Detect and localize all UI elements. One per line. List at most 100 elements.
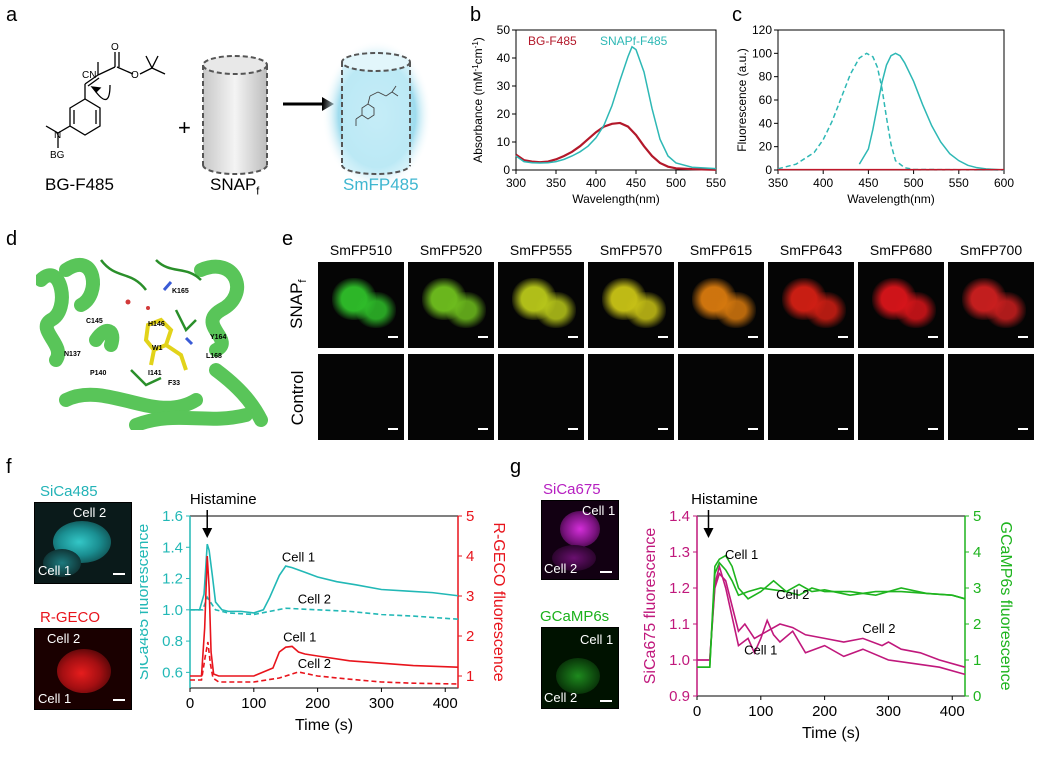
- residue-label: P140: [90, 370, 107, 377]
- panel-a-scheme: CN O O N BG +: [45, 40, 432, 190]
- trace-label: Cell 2: [776, 587, 809, 602]
- plot-frame: [696, 515, 966, 697]
- y-left-tick-label: 0.9: [669, 688, 690, 705]
- panel-letter-f: f: [6, 456, 12, 478]
- image-sica675-cells: Cell 1 Cell 2: [541, 500, 619, 580]
- series-line: [515, 121, 717, 171]
- x-tick-label: 450: [626, 176, 646, 190]
- y-left-tick-label: 1.0: [162, 602, 183, 619]
- y-right-tick-label: 2: [973, 616, 981, 633]
- residue-label: W1: [152, 345, 163, 352]
- histamine-annotation: Histamine: [691, 491, 758, 508]
- series-line: [190, 555, 459, 677]
- label-rgeco: R-GECO: [40, 609, 100, 626]
- image-gcamp6s-cells: Cell 1 Cell 2: [541, 627, 619, 709]
- x-tick-label: 0: [693, 703, 701, 720]
- row-label-control: Control: [288, 370, 307, 426]
- series-line: [190, 641, 459, 685]
- y-left-tick-label: 0.8: [162, 633, 183, 650]
- plot-frame: [515, 29, 717, 171]
- column-header: SmFP520: [419, 242, 483, 258]
- label-sica485: SiCa485: [40, 483, 98, 500]
- micrograph-snapf: [678, 262, 764, 348]
- y-right-tick-label: 5: [973, 508, 981, 525]
- chart-g-calcium: 0 100 200 300 400 0.9 1.0 1.1 1.2 1.3 1.4 0 1 2 3 4 5 Cel…: [642, 491, 1014, 742]
- series-line: [515, 45, 717, 170]
- y-axis-label: Fluorescence (a.u.): [735, 48, 749, 151]
- x-tick-label: 500: [904, 176, 924, 190]
- micrograph-snapf: [318, 262, 404, 348]
- x-tick-label: 200: [812, 703, 837, 720]
- x-tick-label: 300: [369, 695, 394, 712]
- column-header: SmFP615: [689, 242, 753, 258]
- legend-snapf-f485: SNAPf-F485: [600, 34, 668, 48]
- struct-bg: BG: [50, 150, 65, 161]
- y-right-axis-label: GCaMP6s fluorescence: [997, 522, 1014, 691]
- x-tick-label: 400: [586, 176, 606, 190]
- trace-label: Cell 2: [298, 656, 331, 671]
- y-tick-label: 80: [759, 70, 773, 84]
- micrograph-control: [768, 354, 854, 440]
- plot-frame: [777, 29, 1005, 171]
- y-right-tick-label: 4: [466, 548, 474, 565]
- y-right-tick-label: 1: [973, 652, 981, 669]
- y-tick-label: 0: [765, 163, 772, 177]
- y-right-tick-label: 4: [973, 544, 981, 561]
- micrograph-control: [318, 354, 404, 440]
- micrograph-control: [588, 354, 674, 440]
- panel-letter-g: g: [510, 456, 522, 478]
- label-bg-f485: BG-F485: [45, 175, 114, 194]
- panel-e-microscopy: SNAPf Control SmFP510 SmFP520 SmFP555 SmFP570…: [280, 242, 1040, 445]
- label-sica675: SiCa675: [543, 481, 601, 498]
- y-left-axis-label: SiCa485 fluorescence: [140, 524, 152, 681]
- micrograph-snapf: [768, 262, 854, 348]
- y-right-tick-label: 0: [973, 688, 981, 705]
- y-right-tick-label: 1: [466, 668, 474, 685]
- histamine-arrowhead-icon: [703, 528, 714, 538]
- x-tick-label: 100: [748, 703, 773, 720]
- row-label-snapf: SNAPf: [286, 279, 310, 329]
- y-right-axis-label: R-GECO fluorescence: [490, 522, 507, 681]
- y-left-tick-label: 1.4: [162, 539, 183, 556]
- bg-f485-structure: [45, 52, 166, 148]
- y-tick-label: 20: [497, 107, 511, 121]
- y-tick-label: 40: [759, 116, 773, 130]
- panel-letter-c: c: [732, 4, 742, 26]
- trace-label: Cell 1: [744, 643, 777, 658]
- column-header: SmFP510: [329, 242, 393, 258]
- chart-b-absorbance: 300 350 400 450 500 550 0 10 20 30 40 50 Wavelength(…: [471, 23, 727, 206]
- residue-label: K165: [172, 288, 189, 295]
- micrograph-snapf: [498, 262, 584, 348]
- y-tick-label: 120: [752, 23, 772, 37]
- label-gcamp6s: GCaMP6s: [540, 608, 610, 625]
- histamine-annotation: Histamine: [190, 491, 257, 508]
- plus-sign: +: [178, 115, 191, 140]
- trace-label: Cell 1: [283, 630, 316, 645]
- smfp485-cylinder-icon: [322, 40, 432, 190]
- series-line: [697, 572, 966, 668]
- y-left-tick-label: 1.3: [669, 544, 690, 561]
- y-tick-label: 20: [759, 140, 773, 154]
- y-left-tick-label: 0.6: [162, 664, 183, 681]
- y-right-tick-label: 5: [466, 508, 474, 525]
- x-tick-label: 300: [506, 176, 526, 190]
- legend-bg-f485: BG-F485: [528, 34, 577, 48]
- x-tick-label: 400: [940, 703, 965, 720]
- y-tick-label: 60: [759, 93, 773, 107]
- micrograph-control: [858, 354, 944, 440]
- series-line: [190, 595, 459, 620]
- x-tick-label: 450: [858, 176, 878, 190]
- y-tick-label: 30: [497, 79, 511, 93]
- column-header: SmFP570: [599, 242, 663, 258]
- trace-label: Cell 1: [282, 549, 315, 564]
- x-tick-label: 350: [546, 176, 566, 190]
- residue-label: I141: [148, 370, 162, 377]
- label-snapf: SNAPf: [210, 175, 260, 198]
- x-tick-label: 500: [666, 176, 686, 190]
- x-tick-label: 100: [241, 695, 266, 712]
- series-line: [858, 52, 1005, 171]
- x-tick-label: 550: [706, 176, 726, 190]
- x-axis-label: Wavelength(nm): [572, 192, 660, 206]
- micrograph-snapf: [408, 262, 494, 348]
- panel-letter-a: a: [6, 4, 18, 26]
